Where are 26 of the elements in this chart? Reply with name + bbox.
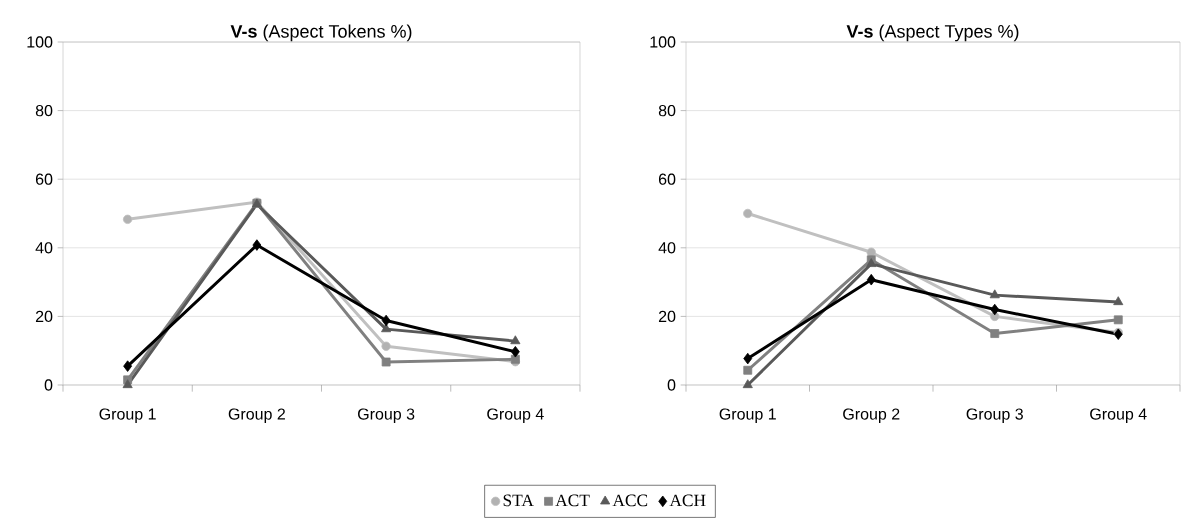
y-tick-label: 60 xyxy=(658,173,676,185)
x-tick-label: Group 3 xyxy=(358,408,415,423)
legend-label: STA xyxy=(503,494,534,507)
y-tick-label: 0 xyxy=(44,379,53,391)
y-tick-label: 20 xyxy=(35,310,53,323)
y-tick-label: 80 xyxy=(35,104,53,117)
y-tick-label: 100 xyxy=(27,36,53,48)
x-tick-label: Group 1 xyxy=(99,408,156,423)
x-tick-label: Group 3 xyxy=(966,408,1023,423)
chart-title: V-s (Aspect Types %) xyxy=(846,24,1019,42)
legend-label: ACT xyxy=(555,494,590,507)
legend-label: ACC xyxy=(612,494,648,507)
chart-title: V-s (Aspect Tokens %) xyxy=(230,24,412,42)
x-tick-label: Group 2 xyxy=(228,408,285,423)
y-tick-label: 0 xyxy=(667,379,676,391)
y-tick-label: 100 xyxy=(650,36,676,48)
x-tick-label: Group 2 xyxy=(843,408,900,423)
y-tick-label: 40 xyxy=(35,242,53,254)
x-tick-label: Group 4 xyxy=(1090,408,1147,423)
y-tick-label: 80 xyxy=(658,104,676,117)
x-tick-label: Group 1 xyxy=(719,408,776,423)
y-tick-label: 20 xyxy=(658,310,676,323)
x-tick-label: Group 4 xyxy=(487,408,544,423)
legend-label: ACH xyxy=(669,494,706,507)
y-tick-label: 60 xyxy=(35,173,53,185)
y-tick-label: 40 xyxy=(658,242,676,254)
